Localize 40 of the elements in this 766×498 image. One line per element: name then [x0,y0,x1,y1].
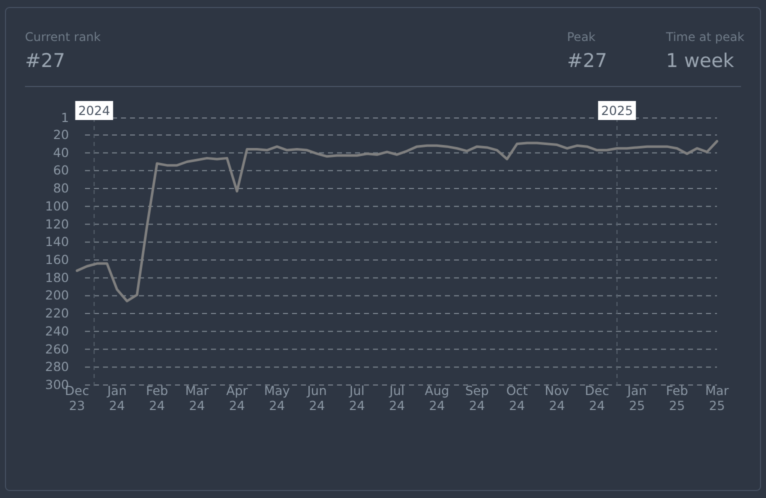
x-tick-label: Jul 24 [388,383,405,413]
x-tick-label: Jan 25 [626,383,647,413]
y-tick-label: 80 [53,180,70,196]
x-tick-label: Sep 24 [465,383,489,413]
x-tick-label: Nov 24 [544,383,570,413]
y-tick-label: 160 [45,252,70,267]
y-tick-label: 280 [45,359,70,374]
x-tick-label: Jul 24 [348,383,365,413]
x-tick-label: Mar 25 [705,383,730,413]
text: Current rank [25,30,101,44]
x-tick-label: Aug 24 [424,383,450,413]
y-tick-label: 120 [45,216,70,232]
x-tick-label: Oct 24 [506,383,528,413]
ref-line-label: 2024 [78,103,110,118]
y-tick-label: 60 [53,162,70,178]
x-tick-label: Apr 24 [226,383,249,413]
text: Time at peak [665,30,744,44]
x-tick-label: Feb 24 [146,383,168,413]
text: Peak [567,30,596,44]
x-tick-label: Mar 24 [185,383,210,413]
y-tick-label: 200 [45,288,70,303]
x-tick-label: Jan 24 [106,383,127,413]
y-tick-label: 220 [45,306,70,321]
text: 1 week [666,50,734,72]
y-tick-label: 140 [45,234,70,250]
x-tick-label: May 24 [264,383,291,413]
x-tick-label: Jun 24 [306,383,327,413]
y-tick-label: 240 [45,323,70,338]
x-tick-label: Feb 25 [666,383,688,413]
x-tick-label: Dec 24 [584,383,610,413]
ref-line-label: 2025 [601,103,633,118]
text: #27 [567,50,608,72]
y-tick-label: 40 [53,144,70,160]
y-tick-label: 1 [61,110,69,125]
y-tick-label: 180 [45,270,70,285]
y-tick-label: 20 [53,126,70,142]
line-series [76,140,718,302]
y-tick-label: 260 [45,341,70,356]
y-tick-label: 100 [45,198,70,214]
text: #27 [25,50,66,72]
